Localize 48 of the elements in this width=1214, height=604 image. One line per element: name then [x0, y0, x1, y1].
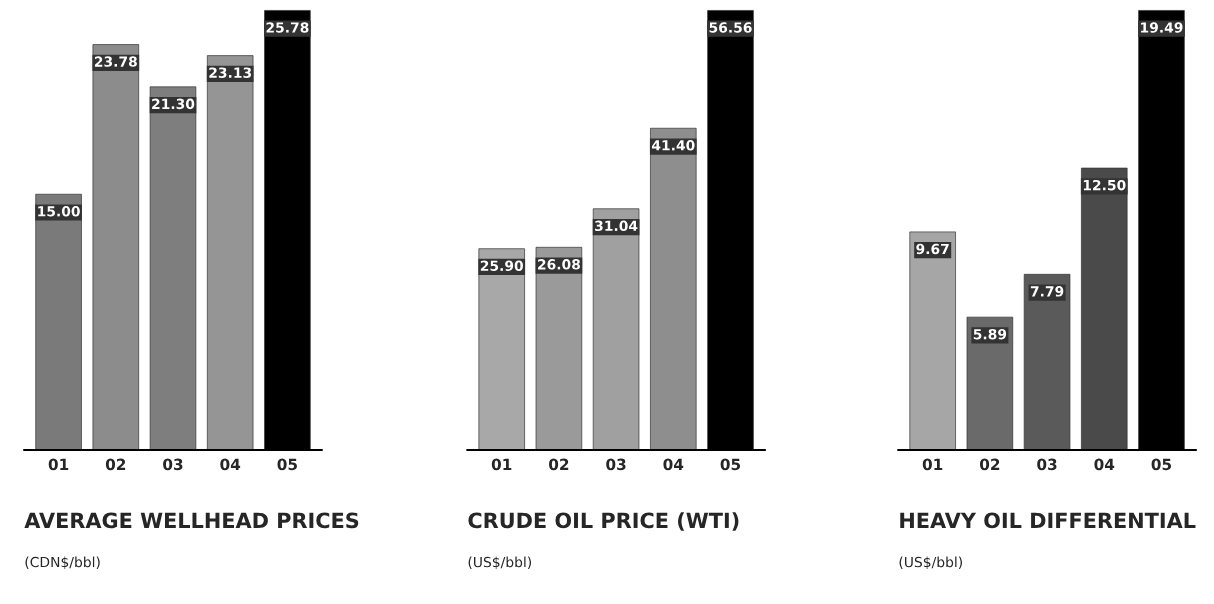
x-tick-label: 03	[163, 458, 183, 471]
data-label: 23.78	[94, 56, 137, 67]
x-tick-label: 01	[922, 458, 943, 471]
data-label: 41.40	[651, 140, 695, 151]
x-tick-label: 04	[663, 458, 684, 471]
data-label: 19.49	[1141, 22, 1183, 33]
x-tick-label: 03	[606, 458, 626, 471]
text: (US$/bbl)	[468, 556, 532, 570]
x-tick-label: 05	[1151, 458, 1172, 471]
bar	[206, 55, 254, 450]
data-label: 12.50	[1083, 179, 1126, 191]
x-tick-label: 03	[1037, 458, 1057, 471]
bar	[650, 127, 697, 450]
x-tick-label: 05	[720, 458, 741, 471]
bar	[1023, 273, 1071, 450]
x-tick-label: 04	[1094, 458, 1115, 471]
bar	[92, 44, 140, 450]
data-label: 25.90	[480, 260, 524, 272]
data-label: 15.00	[38, 206, 80, 217]
data-label: 23.13	[209, 67, 252, 78]
data-label: 25.78	[266, 22, 309, 33]
bar	[592, 208, 640, 450]
text: HEAVY OIL DIFFERENTIAL	[900, 512, 1196, 529]
data-label: 26.08	[538, 259, 581, 270]
text: AVERAGE WELLHEAD PRICES	[24, 512, 359, 529]
x-tick-label: 02	[979, 458, 1000, 471]
text: (CDN$/bbl)	[25, 556, 100, 570]
bar	[478, 248, 525, 450]
bar	[35, 193, 82, 450]
data-label: 9.67	[916, 243, 949, 255]
bar	[149, 86, 197, 450]
data-label: 31.04	[595, 220, 638, 232]
data-label: 56.56	[709, 22, 752, 33]
bar	[1081, 167, 1128, 450]
data-label: 21.30	[152, 98, 195, 110]
x-tick-label: 04	[220, 458, 241, 471]
bar	[966, 316, 1014, 450]
bar	[535, 246, 583, 450]
data-label: 7.79	[1030, 286, 1064, 297]
text: (US$/bbl)	[899, 556, 962, 570]
x-tick-label: 02	[549, 458, 569, 471]
x-tick-label: 05	[277, 458, 297, 471]
text: CRUDE OIL PRICE (WTI)	[468, 512, 739, 531]
x-tick-label: 01	[491, 458, 512, 471]
bar	[909, 231, 956, 450]
x-tick-label: 02	[105, 458, 126, 471]
data-label: 5.89	[973, 328, 1007, 340]
x-tick-label: 01	[48, 458, 69, 471]
